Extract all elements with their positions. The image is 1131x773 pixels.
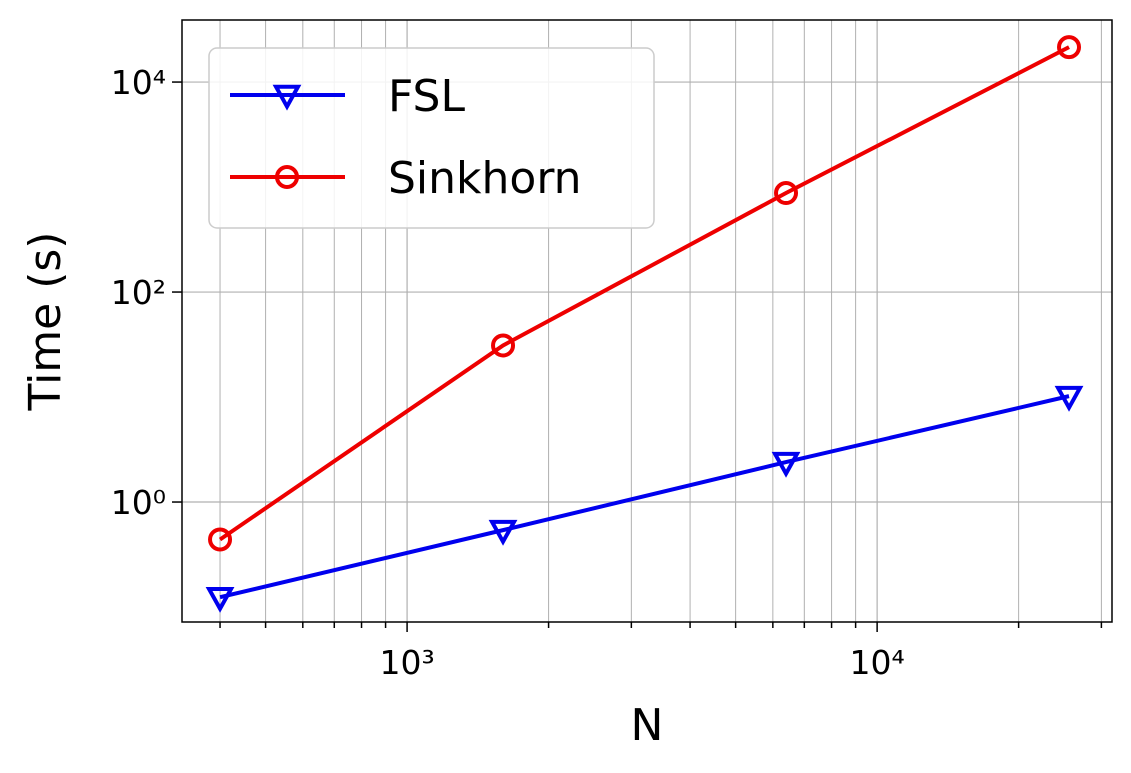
marker: [491, 333, 516, 358]
marker: [774, 181, 799, 206]
legend: FSL Sinkhorn: [208, 47, 655, 229]
series-line: [218, 45, 1070, 542]
y-tick-label: 10⁰: [111, 483, 166, 522]
marker: [488, 519, 518, 546]
series-line: [219, 394, 1070, 600]
legend-marker: [275, 165, 299, 189]
marker: [1054, 385, 1084, 412]
legend-label: Sinkhorn: [388, 153, 582, 204]
plot-frame: [181, 19, 1113, 623]
x-tick-label: 10⁴: [850, 643, 905, 682]
y-tick-label: 10²: [111, 273, 166, 312]
marker: [771, 451, 801, 478]
legend-label: FSL: [388, 71, 465, 122]
y-axis-label: Time (s): [20, 232, 71, 412]
y-tick-label: 10⁴: [111, 63, 166, 102]
marker: [205, 586, 235, 613]
x-tick-label: 10³: [379, 643, 434, 682]
legend-marker: [272, 84, 302, 111]
marker: [1057, 35, 1082, 60]
x-axis-label: N: [631, 700, 664, 751]
marker: [208, 527, 233, 552]
